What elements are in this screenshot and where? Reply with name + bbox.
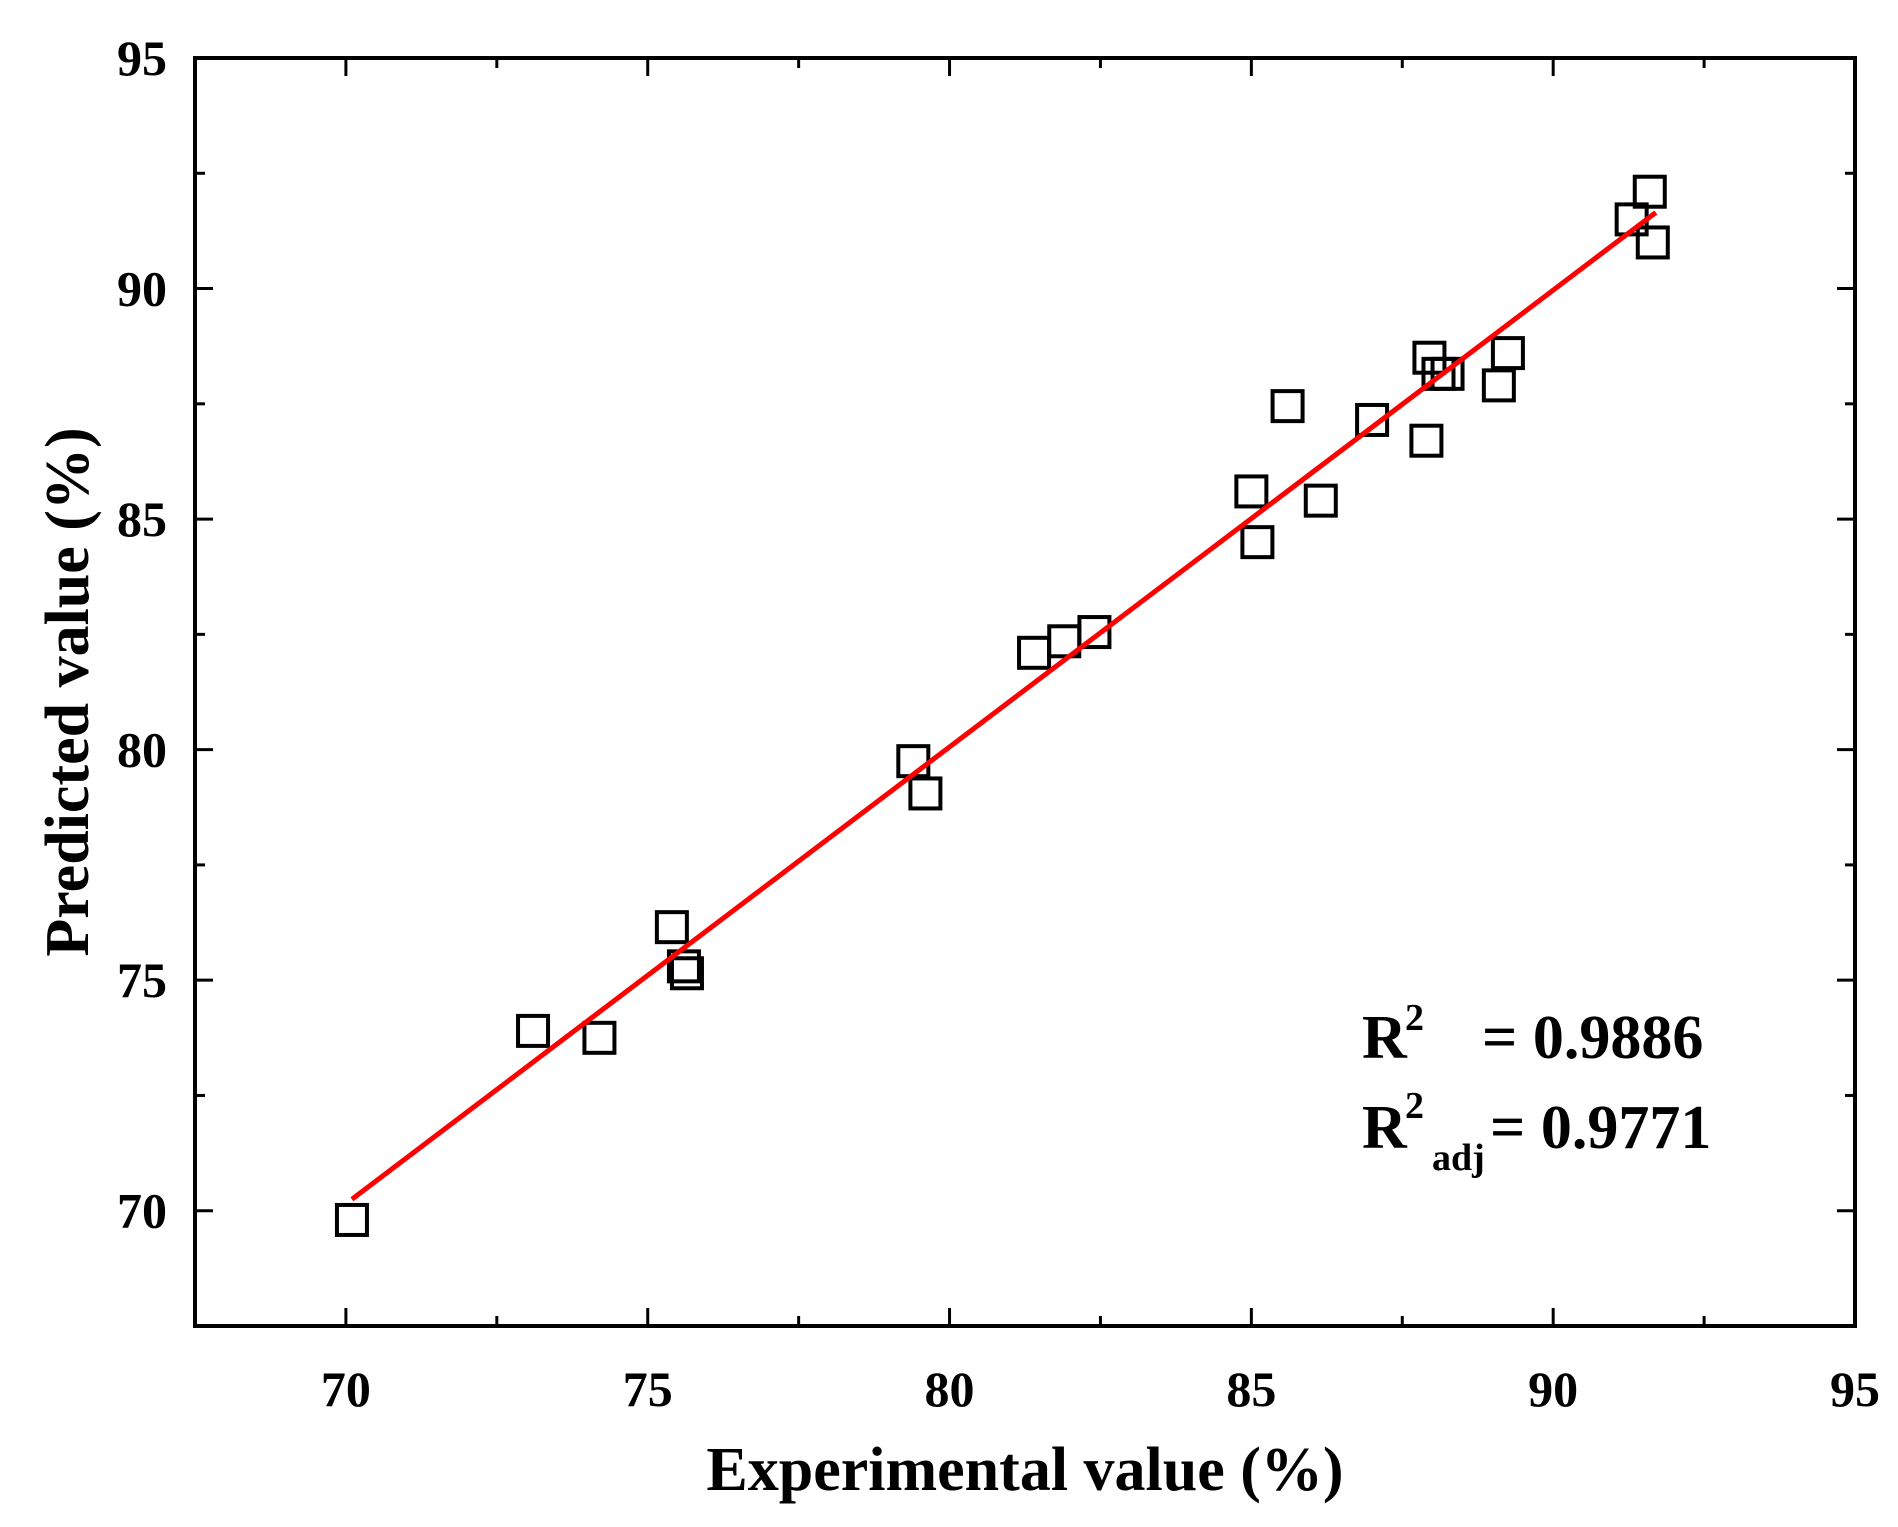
x-tick-label: 80 (925, 1361, 975, 1417)
x-tick-label: 85 (1226, 1361, 1276, 1417)
data-point (1234, 474, 1269, 509)
data-point (582, 1020, 617, 1055)
r2adj-superscript: 2 (1405, 1085, 1424, 1127)
y-tick-label: 75 (117, 952, 167, 1008)
y-axis-title: Predicted value (%) (34, 427, 102, 956)
x-tick-label: 75 (623, 1361, 673, 1417)
data-point (334, 1202, 369, 1237)
y-tick-label: 90 (117, 261, 167, 317)
x-tick-label: 95 (1830, 1361, 1880, 1417)
tick-labels: 70 75 80 85 90 95 70 75 80 85 90 95 (117, 30, 1880, 1417)
r2adj-value: = 0.9771 (1490, 1094, 1711, 1162)
fit-line (350, 210, 1658, 1202)
r2adj-label: R (1362, 1094, 1408, 1162)
y-tick-label: 95 (117, 30, 167, 86)
x-axis-title: Experimental value (%) (706, 1436, 1343, 1504)
r2-value: = 0.9886 (1482, 1004, 1703, 1072)
data-point (669, 956, 704, 991)
data-point (1077, 615, 1112, 650)
data-point (1635, 225, 1670, 260)
data-point (516, 1013, 551, 1048)
data-point (666, 949, 701, 984)
data-point (1430, 356, 1465, 391)
r2adj-subscript: adj (1432, 1137, 1485, 1179)
data-points (334, 174, 1670, 1237)
y-tick-label: 85 (117, 491, 167, 547)
r-squared-adjusted-annotation: R 2 adj = 0.9771 (1362, 1085, 1711, 1179)
data-point (1632, 174, 1667, 209)
plot-frame (193, 56, 1857, 1328)
data-point (1481, 368, 1516, 403)
data-point (1240, 525, 1275, 560)
x-tick-label: 90 (1528, 1361, 1578, 1417)
data-point (1303, 483, 1338, 518)
data-point (1490, 336, 1525, 371)
data-point (1355, 402, 1390, 437)
data-point (1409, 423, 1444, 458)
r2-superscript: 2 (1405, 997, 1424, 1039)
data-point (654, 910, 689, 945)
data-point (1270, 389, 1305, 424)
r-squared-annotation: R 2 = 0.9886 (1362, 997, 1703, 1072)
x-tick-label: 70 (321, 1361, 371, 1417)
r2-label: R (1362, 1004, 1408, 1072)
y-tick-label: 70 (117, 1183, 167, 1239)
y-tick-label: 80 (117, 722, 167, 778)
data-point (908, 776, 943, 811)
